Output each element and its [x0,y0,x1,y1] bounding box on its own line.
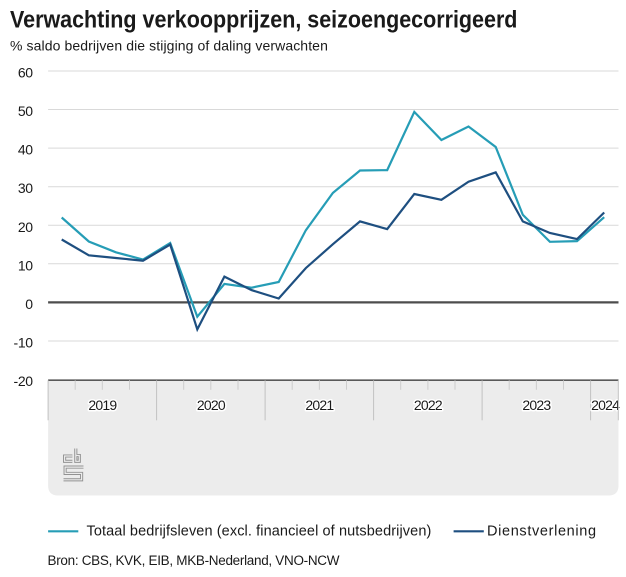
svg-text:30: 30 [18,180,33,196]
svg-text:Verwachting verkoopprijzen, se: Verwachting verkoopprijzen, seizoengecor… [10,5,517,32]
svg-text:10: 10 [18,257,33,273]
svg-text:2020: 2020 [197,397,226,413]
svg-text:60: 60 [18,65,33,81]
svg-text:-20: -20 [13,373,33,389]
svg-text:2022: 2022 [414,397,443,413]
svg-text:2024: 2024 [591,397,620,413]
svg-text:0: 0 [25,296,33,312]
svg-text:2021: 2021 [305,397,334,413]
svg-text:2019: 2019 [88,397,117,413]
svg-text:Bron: CBS, KVK, EIB, MKB-Neder: Bron: CBS, KVK, EIB, MKB-Nederland, VNO-… [48,553,340,568]
svg-text:Totaal bedrijfsleven (excl. fi: Totaal bedrijfsleven (excl. financieel o… [87,524,432,540]
svg-text:% saldo bedrijven die stijging: % saldo bedrijven die stijging of daling… [10,38,328,54]
svg-text:2023: 2023 [522,397,551,413]
svg-text:Dienstverlening: Dienstverlening [487,524,597,540]
svg-text:-10: -10 [13,335,33,351]
svg-text:40: 40 [18,142,33,158]
svg-text:50: 50 [18,103,33,119]
svg-text:20: 20 [18,219,33,235]
